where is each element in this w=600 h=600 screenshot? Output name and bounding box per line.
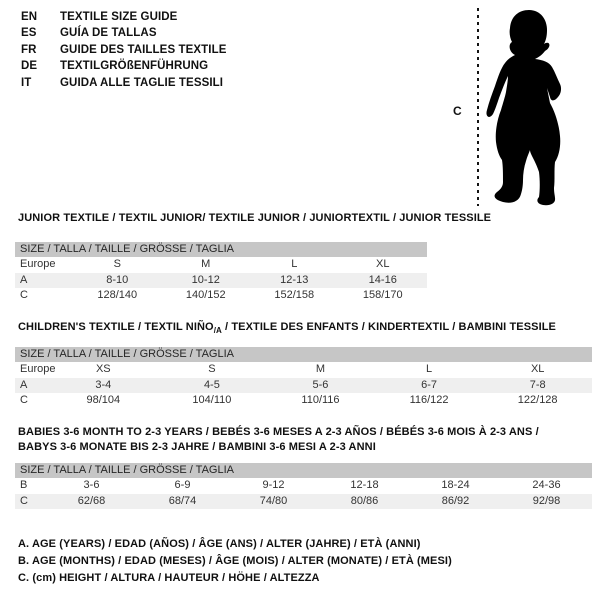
lang-title: GUIDA ALLE TAGLIE TESSILI [60,76,224,89]
table-row: C 128/140 140/152 152/158 158/170 [15,288,427,304]
height-measure-label: C [453,104,462,118]
size-cell: 140/152 [185,289,226,301]
children-size-table: SIZE / TALLA / TAILLE / GRÖSSE / TAGLIA … [15,347,592,409]
size-cell: M [315,363,326,375]
size-cell: 4-5 [203,378,220,391]
size-cell: XS [95,363,111,375]
row-label: Europe [20,363,56,375]
junior-table-title: JUNIOR TEXTILE / TEXTIL JUNIOR/ TEXTILE … [18,212,492,224]
size-cell: 3-6 [83,479,100,491]
size-cell: 8-10 [106,273,129,286]
lang-row-en: EN TEXTILE SIZE GUIDE [21,9,227,25]
lang-code: IT [21,76,32,89]
size-cell: 7-8 [529,378,546,391]
size-cell: 10-12 [191,273,220,286]
size-cell: 74/80 [259,494,288,507]
lang-row-de: DE TEXTILGRÖßENFÜHRUNG [21,58,227,74]
size-cell: 158/170 [362,289,403,301]
size-cell: 152/158 [274,289,315,301]
row-label: B [20,479,28,491]
table-row: C 98/104 104/110 110/116 116/122 122/128 [15,393,592,409]
size-cell: S [113,258,121,270]
children-table-title: CHILDREN'S TEXTILE / TEXTIL NIÑO/A / TEX… [18,321,588,335]
lang-title: GUÍA DE TALLAS [60,27,157,40]
height-dashed-line-icon [477,8,479,206]
lang-row-it: IT GUIDA ALLE TAGLIE TESSILI [21,75,227,91]
children-title-sub: /A [213,326,222,336]
babies-size-table: SIZE / TALLA / TAILLE / GRÖSSE / TAGLIA … [15,463,592,509]
size-cell: M [201,258,211,270]
size-cell: 9-12 [262,479,285,491]
lang-code: FR [21,43,37,56]
toddler-silhouette-icon [486,10,562,206]
size-cell: 6-9 [174,479,191,491]
row-label: C [20,289,28,301]
lang-code: ES [21,27,37,40]
size-cell: 14-16 [368,273,397,286]
children-title-pre: CHILDREN'S TEXTILE / TEXTIL NIÑO [18,321,214,333]
row-label: C [20,494,28,507]
footnote-a: A. AGE (YEARS) / EDAD (AÑOS) / ÂGE (ANS)… [18,538,421,550]
children-title-post: / TEXTILE DES ENFANTS / KINDERTEXTIL / B… [221,321,556,333]
size-cell: 122/128 [517,394,558,406]
junior-size-table: SIZE / TALLA / TAILLE / GRÖSSE / TAGLIA … [15,242,427,304]
size-header-bar: SIZE / TALLA / TAILLE / GRÖSSE / TAGLIA [15,463,592,478]
footnotes: A. AGE (YEARS) / EDAD (AÑOS) / ÂGE (ANS)… [18,536,452,586]
size-cell: 110/116 [301,394,340,406]
row-label: A [20,273,28,286]
table-row: A 3-4 4-5 5-6 6-7 7-8 [15,377,592,393]
size-cell: 104/110 [192,394,232,406]
size-cell: XL [376,258,390,270]
size-cell: XL [530,363,545,375]
language-title-list: EN TEXTILE SIZE GUIDE ES GUÍA DE TALLAS … [21,9,227,91]
row-label: A [20,378,28,391]
size-cell: 98/104 [86,394,121,406]
size-cell: S [208,363,216,375]
lang-title: GUIDE DES TAILLES TEXTILE [60,43,227,56]
size-cell: 5-6 [312,378,329,391]
lang-title: TEXTILE SIZE GUIDE [60,11,178,23]
size-cell: 80/86 [350,494,379,507]
size-cell: 86/92 [441,494,470,507]
height-measure-figure: C [452,0,600,215]
size-cell: 24-36 [532,479,561,491]
footnote-c: C. (cm) HEIGHT / ALTURA / HAUTEUR / HÖHE… [18,571,320,584]
lang-title: TEXTILGRÖßENFÜHRUNG [60,60,209,73]
size-cell: 18-24 [441,479,470,491]
size-cell: 128/140 [97,289,138,301]
size-cell: 12-18 [350,479,379,491]
size-cell: 116/122 [409,394,449,406]
table-row: A 8-10 10-12 12-13 14-16 [15,272,427,288]
babies-table-title: BABIES 3-6 MONTH TO 2-3 YEARS / BEBÉS 3-… [18,425,588,455]
table-row: Europe S M L XL [15,257,427,273]
lang-row-fr: FR GUIDE DES TAILLES TEXTILE [21,42,227,58]
size-cell: 62/68 [77,494,106,507]
size-cell: 92/98 [532,494,561,507]
size-header-bar: SIZE / TALLA / TAILLE / GRÖSSE / TAGLIA [15,347,592,362]
row-label: Europe [20,258,56,270]
lang-code: EN [21,11,38,23]
babies-title-line2: BABYS 3-6 MONATE BIS 2-3 JAHRE / BAMBINI… [18,441,376,453]
size-cell: 12-13 [280,273,309,286]
row-label: C [20,394,28,406]
footnote-b: B. AGE (MONTHS) / EDAD (MESES) / ÂGE (MO… [18,554,452,567]
babies-title-line1: BABIES 3-6 MONTH TO 2-3 YEARS / BEBÉS 3-… [18,426,539,438]
table-row: Europe XS S M L XL [15,362,592,378]
table-row: B 3-6 6-9 9-12 12-18 18-24 24-36 [15,478,592,494]
size-cell: L [426,363,433,375]
lang-row-es: ES GUÍA DE TALLAS [21,25,227,41]
size-cell: 3-4 [95,378,112,391]
size-cell: L [291,258,298,270]
size-header-bar: SIZE / TALLA / TAILLE / GRÖSSE / TAGLIA [15,242,427,257]
lang-code: DE [21,60,38,73]
size-cell: 68/74 [168,494,197,507]
size-cell: 6-7 [421,378,438,391]
table-row: C 62/68 68/74 74/80 80/86 86/92 92/98 [15,493,592,509]
